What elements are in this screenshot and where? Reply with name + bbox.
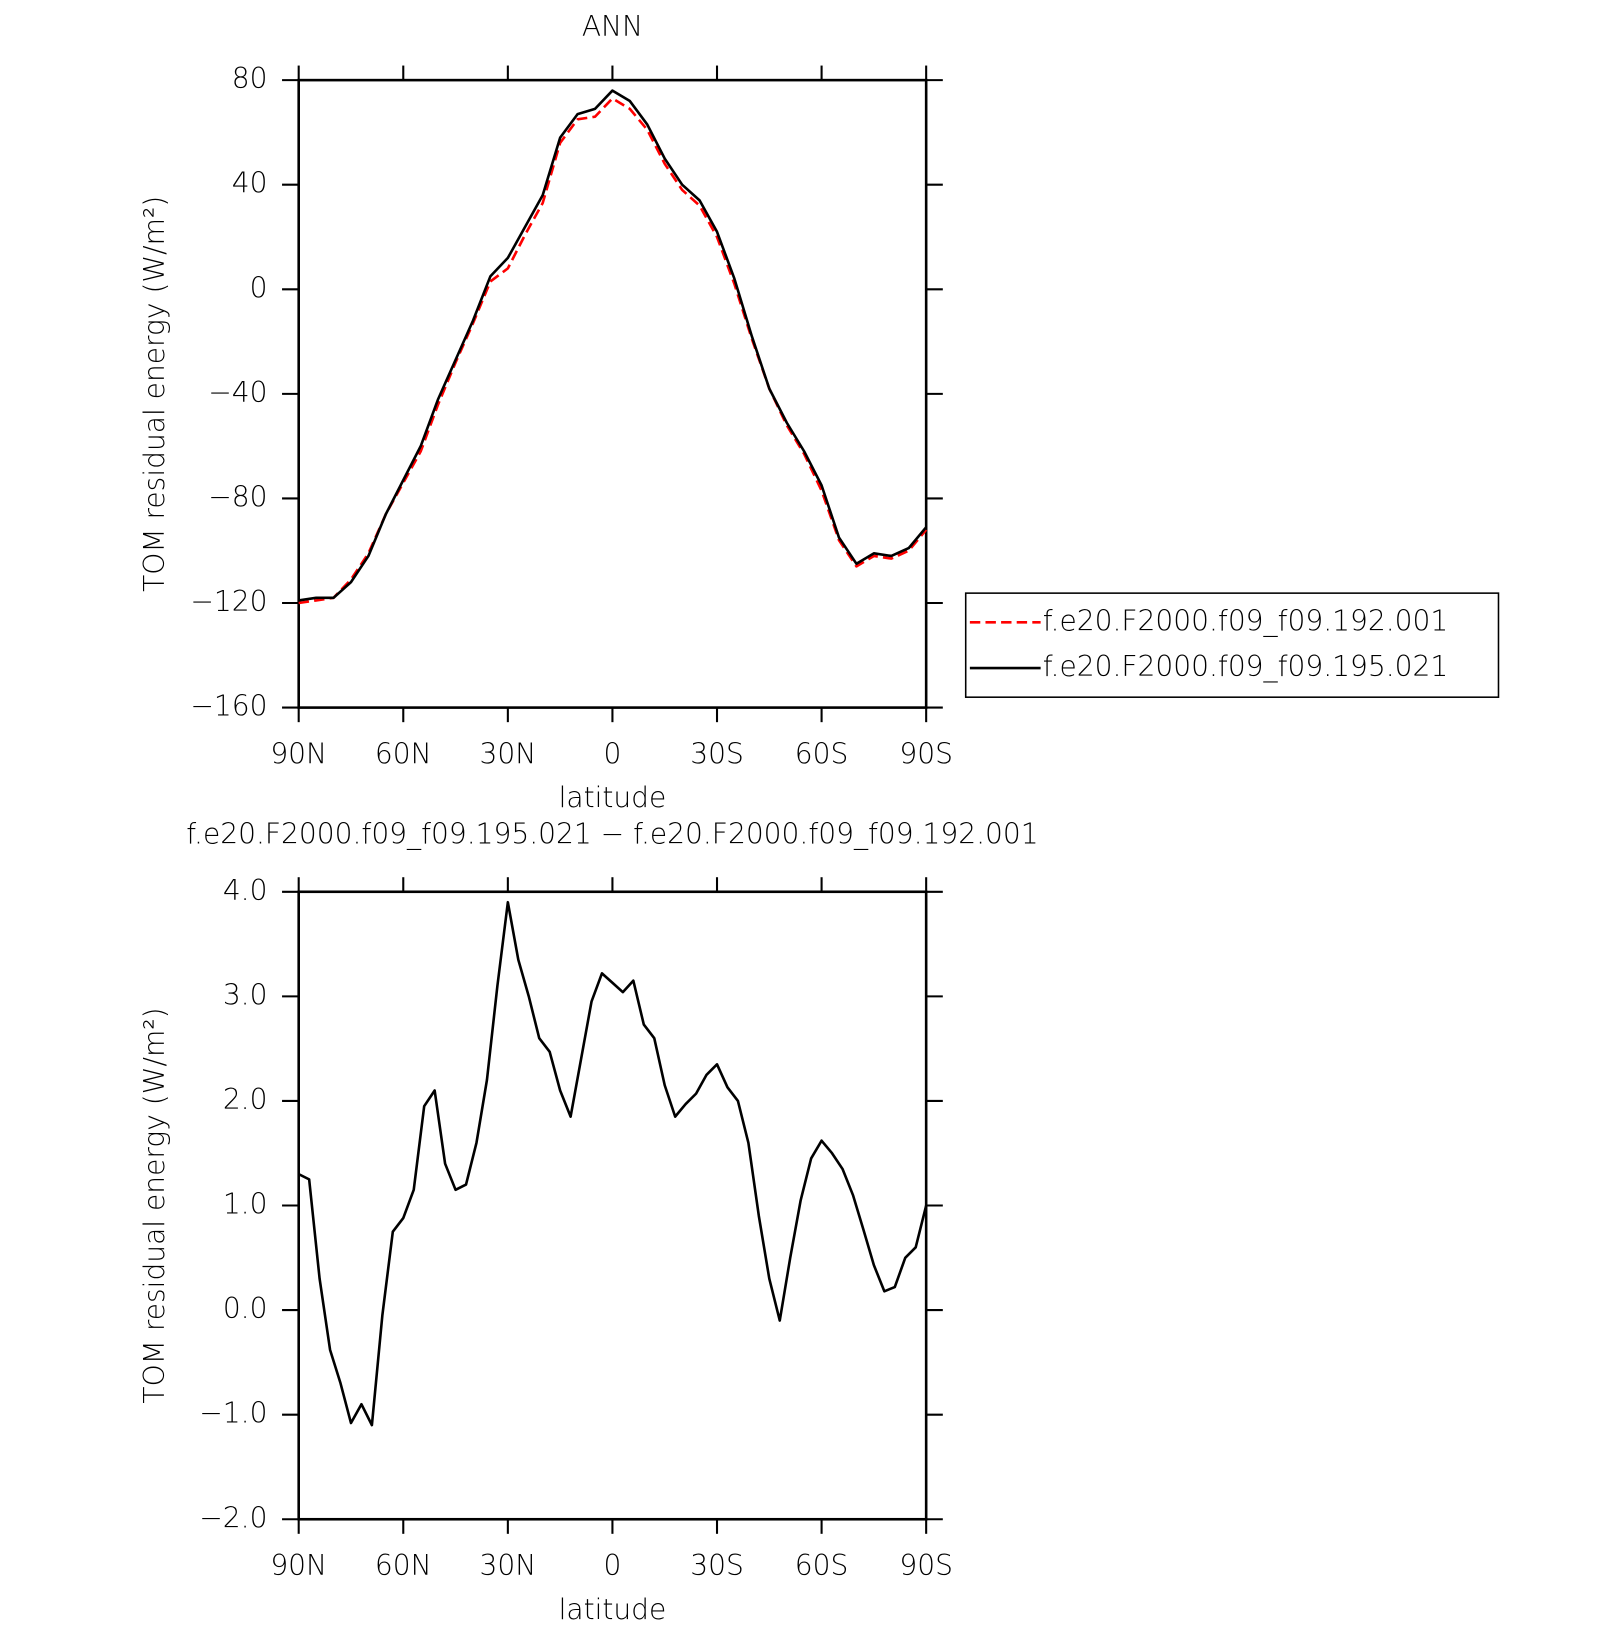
x-tick-label: 30S	[690, 737, 744, 770]
y-tick-label: −80	[208, 480, 267, 513]
y-tick-label: −40	[208, 376, 267, 409]
data-line	[298, 900, 928, 1427]
x-tick-label: 60S	[795, 737, 849, 770]
x-tick-label: 60N	[375, 737, 432, 770]
plot-frame	[297, 890, 928, 1521]
y-tick-label: 3.0	[223, 978, 268, 1011]
y-tick-label: 40	[232, 167, 268, 200]
x-tick-label: 90N	[270, 737, 327, 770]
x-tick-label: 30N	[479, 1549, 536, 1582]
y-tick-label: 2.0	[223, 1083, 268, 1116]
y-axis-label: TOM residual energy (W/m²)	[138, 196, 171, 592]
x-tick-label: 60N	[375, 1549, 432, 1582]
y-tick-label: 1.0	[223, 1188, 268, 1221]
y-tick-label: −2.0	[199, 1501, 267, 1534]
y-axis-label: TOM residual energy (W/m²)	[138, 1007, 171, 1403]
chart-title: ANN	[582, 10, 643, 43]
plot-frame	[297, 78, 928, 709]
y-tick-label: 4.0	[223, 874, 268, 907]
y-tick-label: 0.0	[223, 1292, 268, 1325]
legend-label: f.e20.F2000.f09_f09.195.021	[1043, 650, 1449, 684]
x-tick-label: 60S	[795, 1549, 849, 1582]
x-axis-label: latitude	[559, 1593, 667, 1626]
x-axis-label: latitude	[559, 781, 667, 814]
x-tick-label: 0	[603, 737, 621, 770]
y-tick-label: −160	[190, 690, 267, 723]
x-tick-label: 90N	[270, 1549, 327, 1582]
data-line	[298, 97, 928, 605]
y-tick-label: 0	[250, 271, 268, 304]
x-tick-label: 30N	[479, 737, 536, 770]
x-tick-label: 90S	[899, 737, 953, 770]
y-tick-label: −120	[190, 585, 267, 618]
legend-label: f.e20.F2000.f09_f09.192.001	[1043, 604, 1449, 638]
x-tick-label: 30S	[690, 1549, 744, 1582]
x-tick-label: 0	[603, 1549, 621, 1582]
y-tick-label: 80	[232, 62, 268, 95]
legend-box	[964, 592, 1500, 698]
x-tick-label: 90S	[899, 1549, 953, 1582]
chart-title: f.e20.F2000.f09_f09.195.021 − f.e20.F200…	[186, 818, 1038, 852]
data-line	[298, 89, 928, 602]
y-tick-label: −1.0	[199, 1397, 267, 1430]
